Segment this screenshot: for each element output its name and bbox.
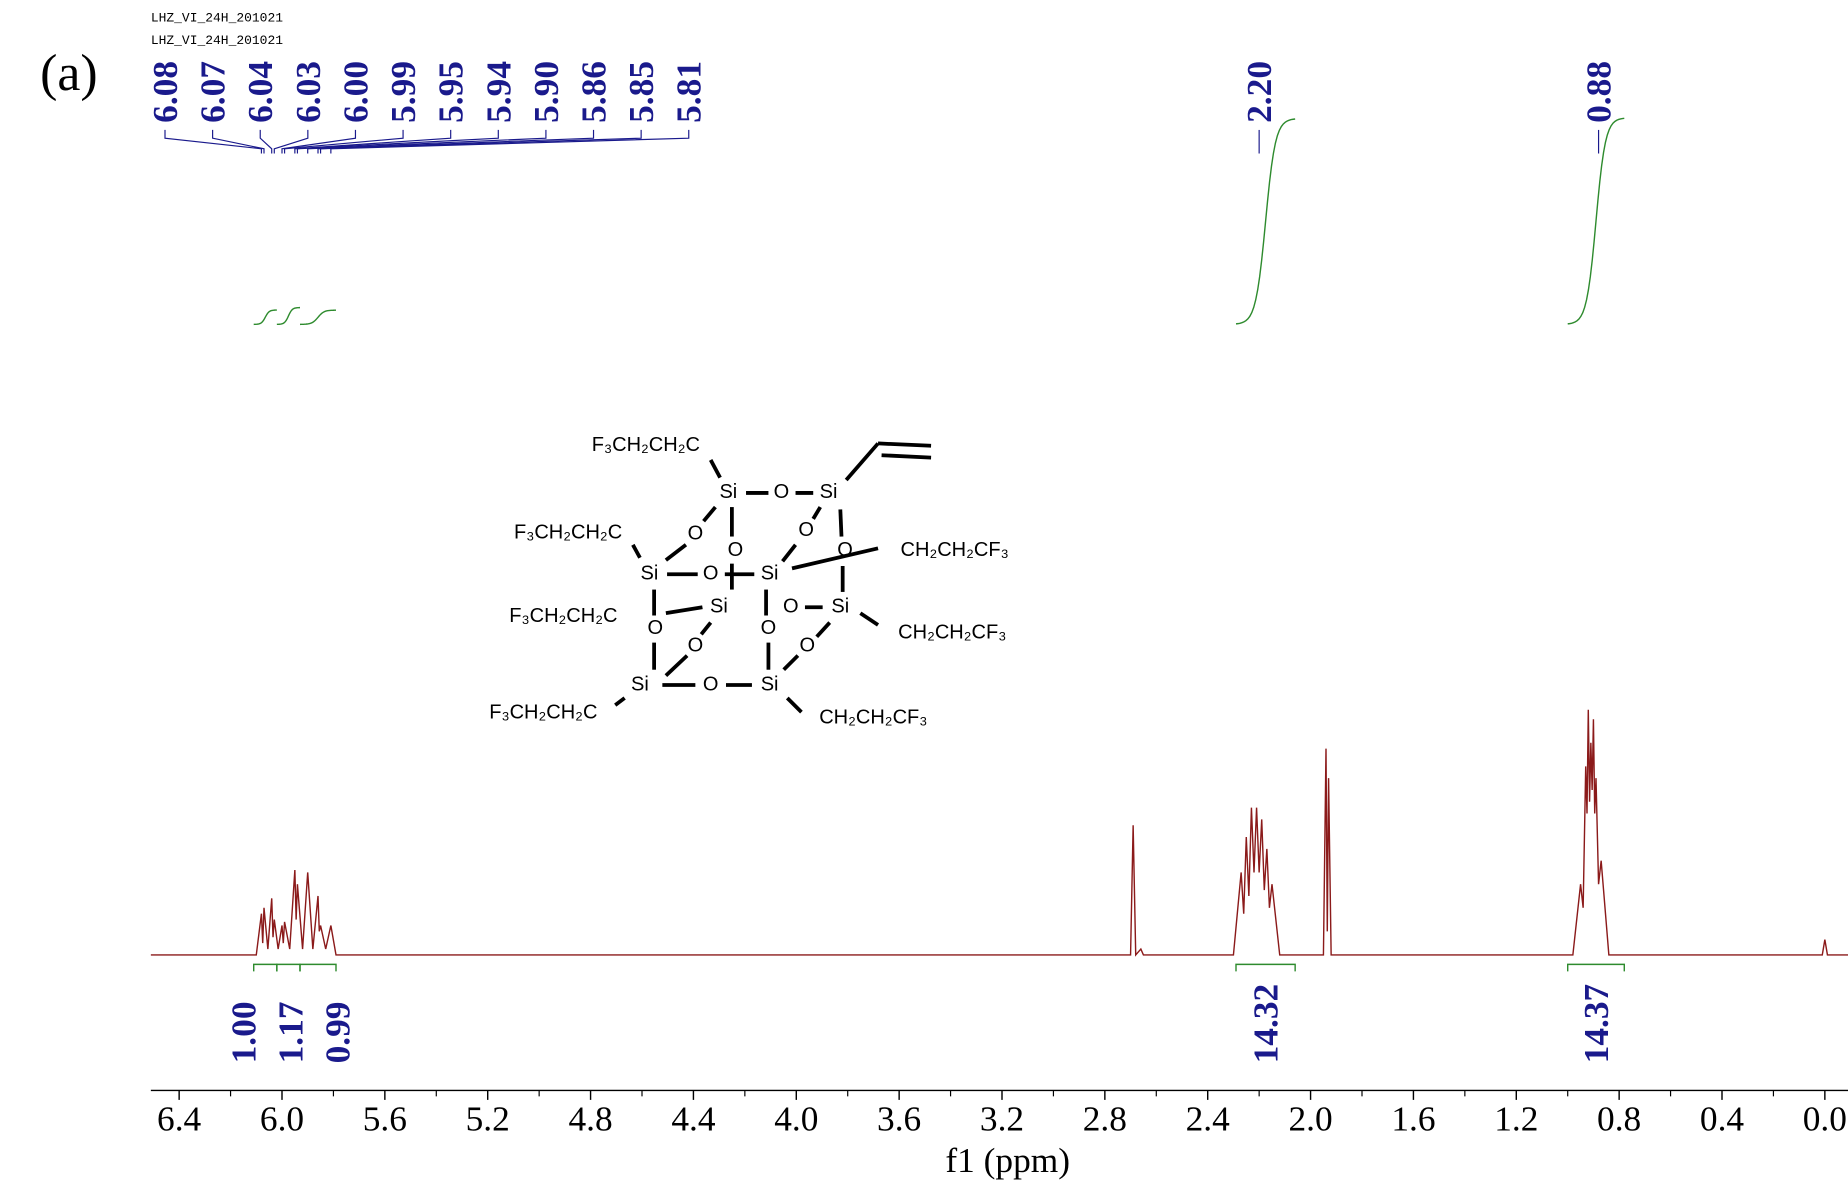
chain-label: CH₂CH₂CF₃ — [901, 539, 1009, 561]
chain-label: F₃CH₂CH₂C — [489, 702, 597, 724]
integral-label: 1.00 — [223, 1001, 263, 1063]
peak-marker — [283, 129, 404, 154]
x-tick-label: 1.2 — [1494, 1099, 1538, 1139]
integral-bracket — [1567, 963, 1625, 972]
integral-bracket — [1235, 963, 1296, 972]
file-label: LHZ_VI_24H_201021 — [151, 11, 283, 26]
x-tick-label: 6.0 — [260, 1099, 304, 1139]
o-atom: O — [783, 596, 799, 618]
peak-label: 0.88 — [1579, 61, 1619, 123]
peak-label: 5.95 — [431, 61, 471, 123]
o-atom: O — [688, 634, 704, 656]
o-atom: O — [647, 617, 663, 639]
peak-label: 6.04 — [240, 61, 280, 123]
bonds — [614, 441, 932, 714]
x-tick-label: 0.8 — [1597, 1099, 1641, 1139]
si-atom: Si — [631, 673, 649, 695]
integral-curve — [1235, 118, 1296, 325]
x-tick-label: 2.4 — [1186, 1099, 1231, 1139]
peak-label: 6.00 — [335, 61, 375, 123]
peak-marker — [307, 129, 547, 154]
o-atom: O — [798, 519, 814, 541]
o-atom: O — [774, 481, 790, 503]
o-atom: O — [800, 634, 816, 656]
peak-label: 6.07 — [193, 61, 233, 123]
x-tick-label: 4.4 — [671, 1099, 716, 1139]
chain-label: CH₂CH₂CF₃ — [819, 706, 927, 728]
peak-marker — [212, 129, 265, 154]
o-atom: O — [703, 673, 719, 695]
peak-marker — [319, 129, 642, 154]
peak-marker — [273, 129, 309, 154]
integral-curve — [1567, 117, 1625, 325]
x-tick-label: 5.2 — [466, 1099, 510, 1139]
o-atom: O — [728, 539, 744, 561]
x-tick-label: 2.0 — [1288, 1099, 1332, 1139]
si-atom: Si — [761, 673, 779, 695]
peak-label: 5.85 — [621, 61, 661, 123]
si-atom: Si — [710, 596, 728, 618]
x-tick-label: 3.6 — [877, 1099, 921, 1139]
chain-label: F₃CH₂CH₂C — [592, 434, 700, 456]
x-tick-label: 4.8 — [568, 1099, 612, 1139]
x-axis-label: f1 (ppm) — [945, 1140, 1070, 1180]
integral-bracket — [253, 963, 278, 972]
peak-marker — [296, 129, 499, 154]
chain-label: CH₂CH₂CF₃ — [898, 621, 1006, 643]
si-atom: Si — [640, 563, 658, 585]
peak-label: 5.81 — [669, 61, 709, 123]
file-label: LHZ_VI_24H_201021 — [151, 33, 283, 48]
x-tick-label: 5.6 — [363, 1099, 407, 1139]
integral-label: 14.32 — [1246, 984, 1286, 1064]
chain-label: F₃CH₂CH₂C — [509, 605, 617, 627]
peak-label: 6.03 — [288, 61, 328, 123]
o-atom: O — [761, 617, 777, 639]
si-atom: Si — [719, 481, 737, 503]
peak-marker — [259, 129, 273, 154]
integral-bracket — [276, 963, 301, 972]
x-tick-label: 3.2 — [980, 1099, 1024, 1139]
peak-marker — [294, 129, 452, 154]
integral-curve — [299, 309, 337, 326]
panel-label: (a) — [40, 45, 98, 102]
chain-label: F₃CH₂CH₂C — [514, 521, 622, 543]
peak-label: 5.94 — [478, 61, 518, 123]
peak-label: 5.90 — [526, 61, 566, 123]
o-atom: O — [703, 563, 719, 585]
x-tick-label: 0.0 — [1803, 1099, 1847, 1139]
o-atom: O — [837, 539, 853, 561]
x-tick-label: 0.4 — [1700, 1099, 1745, 1139]
x-tick-label: 1.6 — [1391, 1099, 1435, 1139]
spectrum — [150, 709, 1848, 957]
x-tick-label: 2.8 — [1083, 1099, 1127, 1139]
structure: F₃CH₂CH₂C F₃CH₂CH₂C F₃CH₂CH₂C F₃CH₂CH₂C … — [489, 434, 1009, 728]
peak-marker — [281, 129, 357, 154]
integral-bracket — [299, 963, 337, 972]
peak-label: 5.86 — [574, 61, 614, 123]
peak-label: 6.08 — [145, 61, 185, 123]
peak-marker — [164, 129, 263, 154]
integral-label: 0.99 — [318, 1001, 358, 1063]
peak-label: 5.99 — [383, 61, 423, 123]
si-atom: Si — [761, 563, 779, 585]
peak-marker — [330, 129, 690, 154]
integral-curve — [276, 306, 301, 326]
integral-label: 14.37 — [1576, 984, 1616, 1064]
x-tick-label: 6.4 — [157, 1099, 202, 1139]
peak-marker — [317, 129, 595, 154]
peak-label: 2.20 — [1239, 61, 1279, 123]
x-tick-label: 4.0 — [774, 1099, 818, 1139]
si-atom: Si — [820, 481, 838, 503]
o-atom: O — [688, 522, 704, 544]
integral-curve — [253, 309, 277, 326]
si-atom: Si — [831, 596, 849, 618]
integral-label: 1.17 — [271, 1001, 311, 1063]
